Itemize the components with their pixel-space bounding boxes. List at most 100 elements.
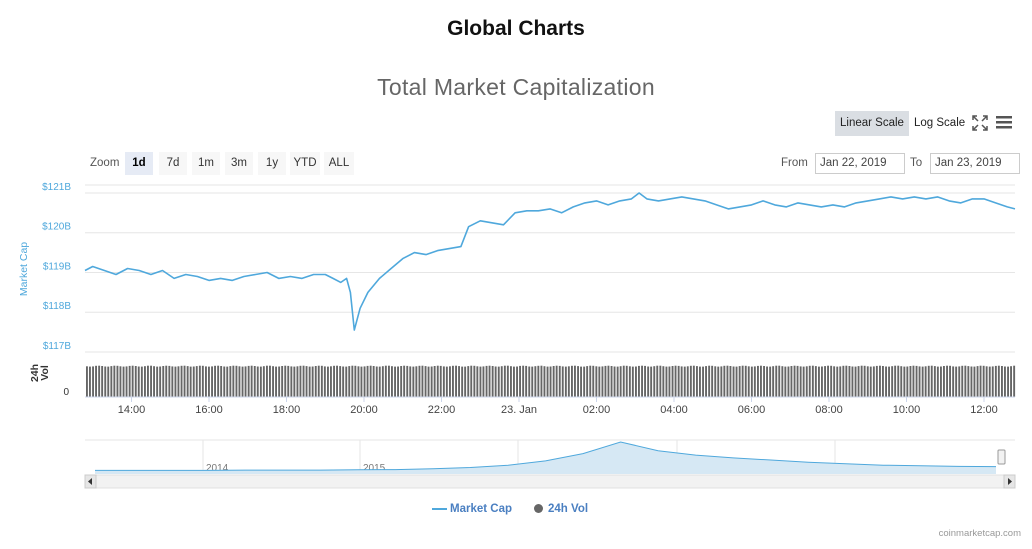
navigator-line bbox=[95, 441, 997, 471]
volume-bar bbox=[482, 366, 485, 397]
volume-bar bbox=[946, 365, 948, 397]
to-date-input[interactable]: Jan 23, 2019 bbox=[930, 153, 1020, 174]
volume-bar bbox=[534, 366, 537, 397]
volume-bar bbox=[214, 365, 216, 397]
x-tick-label: 14:00 bbox=[118, 404, 146, 416]
legend-volume[interactable]: 24h Vol bbox=[534, 503, 588, 515]
volume-bar bbox=[973, 366, 976, 397]
zoom-1m-button[interactable]: 1m bbox=[192, 152, 220, 175]
volume-bar bbox=[510, 366, 512, 397]
volume-bar bbox=[610, 366, 613, 397]
from-label: From bbox=[781, 157, 808, 169]
volume-bar bbox=[781, 366, 784, 397]
volume-bar bbox=[595, 366, 598, 397]
volume-bar bbox=[979, 365, 982, 397]
volume-bar bbox=[976, 366, 979, 397]
volume-bar bbox=[232, 365, 235, 397]
volume-bar bbox=[686, 366, 689, 397]
volume-bar bbox=[814, 366, 817, 397]
linear-scale-button[interactable]: Linear Scale bbox=[835, 111, 909, 136]
volume-bar bbox=[644, 365, 646, 397]
y-tick-label: $118B bbox=[43, 301, 72, 312]
volume-bar bbox=[787, 366, 790, 397]
from-date-input[interactable]: Jan 22, 2019 bbox=[815, 153, 905, 174]
volume-bar bbox=[113, 365, 116, 397]
page-title: Global Charts bbox=[447, 17, 585, 40]
volume-bar bbox=[842, 365, 845, 397]
volume-bar bbox=[241, 366, 244, 397]
volume-bar bbox=[378, 366, 381, 397]
volume-bar bbox=[86, 366, 88, 397]
legend-volume-label: 24h Vol bbox=[548, 503, 589, 515]
fullscreen-icon[interactable] bbox=[972, 115, 988, 131]
navigator-handle bbox=[997, 449, 1006, 465]
volume-bar bbox=[296, 366, 299, 397]
volume-bar bbox=[985, 366, 988, 397]
volume-bar bbox=[302, 365, 305, 397]
volume-bar bbox=[229, 366, 232, 397]
volume-bar bbox=[708, 365, 711, 397]
volume-bar bbox=[665, 366, 668, 397]
volume-bar bbox=[857, 366, 860, 397]
volume-bar bbox=[921, 366, 924, 397]
volume-bar bbox=[796, 365, 799, 397]
volume-bar bbox=[522, 365, 525, 397]
volume-bar bbox=[616, 366, 619, 397]
volume-bar bbox=[433, 366, 436, 397]
volume-bar bbox=[574, 365, 576, 397]
x-tick-label: 06:00 bbox=[738, 404, 766, 416]
menu-icon[interactable] bbox=[995, 114, 1013, 130]
y-tick-label: $120B bbox=[42, 222, 71, 233]
volume-bar bbox=[927, 365, 930, 397]
volume-bar bbox=[622, 365, 625, 397]
volume-bar bbox=[281, 366, 284, 397]
volume-bar bbox=[122, 366, 125, 397]
volume-bar bbox=[235, 365, 238, 397]
y-tick-label: $121B bbox=[42, 182, 71, 193]
credit-link[interactable]: coinmarketcap.com bbox=[938, 528, 1021, 539]
zoom-1d-button[interactable]: 1d bbox=[125, 152, 153, 175]
volume-bar bbox=[918, 366, 921, 397]
volume-bar bbox=[967, 366, 970, 397]
x-tick-label: 22:00 bbox=[428, 404, 456, 416]
volume-bar bbox=[336, 365, 338, 397]
volume-bar bbox=[726, 365, 729, 397]
volume-bar bbox=[564, 366, 567, 397]
legend-market-cap[interactable]: Market Cap bbox=[432, 503, 512, 515]
volume-bar bbox=[384, 365, 387, 397]
zoom-3m-button[interactable]: 3m bbox=[225, 152, 253, 175]
zoom-7d-button[interactable]: 7d bbox=[159, 152, 187, 175]
volume-bar bbox=[930, 365, 933, 397]
volume-bar bbox=[647, 366, 650, 397]
volume-bar bbox=[238, 366, 241, 397]
volume-bar bbox=[882, 366, 884, 397]
volume-bar bbox=[244, 366, 247, 397]
log-scale-button[interactable]: Log Scale bbox=[914, 117, 966, 129]
zoom-ytd-button[interactable]: YTD bbox=[290, 152, 320, 175]
volume-bar bbox=[397, 366, 399, 397]
volume-bar bbox=[933, 366, 936, 397]
volume-bar bbox=[583, 366, 586, 397]
volume-bar bbox=[964, 365, 967, 397]
volume-bar bbox=[320, 365, 323, 397]
volume-bar bbox=[955, 366, 958, 397]
volume-bar bbox=[412, 366, 415, 397]
volume-bar bbox=[119, 366, 122, 397]
volume-bar bbox=[607, 365, 610, 397]
zoom-1y-button[interactable]: 1y bbox=[258, 152, 286, 175]
volume-bar bbox=[442, 366, 445, 397]
volume-bar bbox=[784, 366, 787, 397]
volume-bar bbox=[208, 366, 210, 397]
volume-bar bbox=[753, 366, 756, 397]
volume-bar bbox=[793, 365, 796, 397]
volume-bar bbox=[909, 366, 912, 397]
volume-bar bbox=[104, 366, 107, 397]
volume-bar bbox=[650, 366, 653, 397]
volume-bar bbox=[424, 366, 427, 397]
volume-bar bbox=[869, 366, 872, 397]
volume-bar bbox=[802, 366, 805, 397]
volume-bar bbox=[144, 366, 146, 397]
volume-bar bbox=[997, 365, 1000, 397]
x-tick-label: 10:00 bbox=[893, 404, 921, 416]
zoom-all-button[interactable]: ALL bbox=[324, 152, 354, 175]
